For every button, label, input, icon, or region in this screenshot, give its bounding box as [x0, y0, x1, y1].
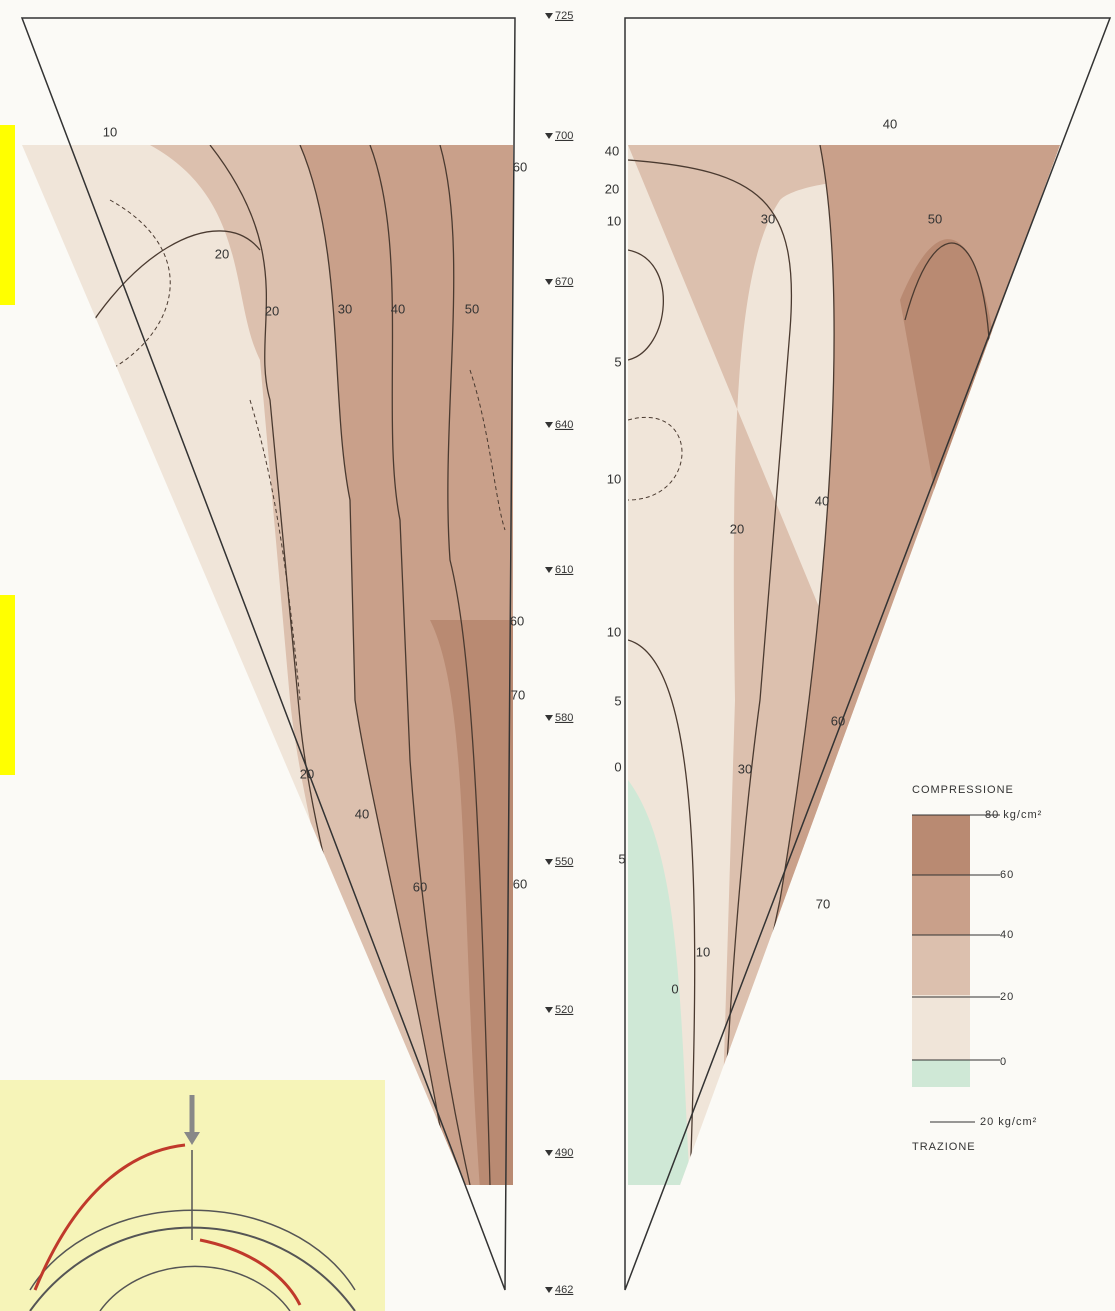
contour-label: 10	[607, 471, 621, 486]
legend-tension: TRAZIONE	[912, 1141, 976, 1153]
contour-label: 5	[614, 693, 621, 708]
legend-level: 20	[1000, 991, 1014, 1003]
contour-label: 20	[300, 766, 314, 781]
elevations: 725 700 670 640 610 580 550 520 490 462	[545, 10, 573, 1296]
contour-label: 20	[605, 181, 619, 196]
elevation-label: 670	[555, 276, 573, 288]
inset	[0, 1080, 385, 1311]
marker	[0, 595, 15, 775]
contour-label: 0	[614, 759, 621, 774]
right-fill	[620, 140, 1070, 1190]
contour-label: 10	[696, 944, 710, 959]
contour-label: 30	[738, 761, 752, 776]
legend-level: 80 kg/cm²	[985, 809, 1042, 821]
contour-label: 60	[510, 613, 524, 628]
elevation-mark	[545, 715, 553, 721]
legend-title: COMPRESSIONE	[912, 784, 1014, 796]
contour-label: 60	[513, 159, 527, 174]
diagram: 725700670640610580550520490462 10 20 20 …	[0, 0, 1115, 1311]
marker	[0, 125, 15, 305]
legend-level: 60	[1000, 869, 1014, 881]
contour-label: 40	[391, 301, 405, 316]
elevation-mark	[545, 133, 553, 139]
elevation-label: 640	[555, 419, 573, 431]
elevation-mark	[545, 1150, 553, 1156]
contour-label: 10	[607, 624, 621, 639]
elevation-mark	[545, 1287, 553, 1293]
contour-label: 20	[730, 521, 744, 536]
contour-label: 50	[465, 301, 479, 316]
elevation-label: 610	[555, 564, 573, 576]
legend-level: 0	[1000, 1056, 1007, 1068]
contour-label: 20	[265, 303, 279, 318]
elevation-label: 462	[555, 1284, 573, 1296]
elevation-mark	[545, 1007, 553, 1013]
elevation-label: 725	[555, 10, 573, 22]
elevation-label: 550	[555, 856, 573, 868]
contour-label: 40	[605, 143, 619, 158]
contour-label: 60	[831, 713, 845, 728]
contour-label: 0	[671, 981, 678, 996]
contour-label: 10	[103, 124, 117, 139]
contour-label: 40	[883, 116, 897, 131]
contour-label: 30	[338, 301, 352, 316]
contour-label: 40	[815, 493, 829, 508]
legend-level: 40	[1000, 929, 1014, 941]
contour-label: 20	[215, 246, 229, 261]
contour-label: 50	[928, 211, 942, 226]
left-fill	[0, 140, 520, 1190]
elevation-label: 520	[555, 1004, 573, 1016]
contour-label: 5	[618, 851, 625, 866]
contour-label: 60	[413, 879, 427, 894]
legend-scale: 20 kg/cm²	[980, 1116, 1037, 1128]
elevation-mark	[545, 422, 553, 428]
contour-label: 10	[607, 213, 621, 228]
contour-label: 40	[355, 806, 369, 821]
legend: COMPRESSIONE 80 kg/cm² 60 40 20 0 20 kg/…	[912, 784, 1042, 1153]
elevation-mark	[545, 279, 553, 285]
elevation-mark	[545, 13, 553, 19]
elevation-label: 490	[555, 1147, 573, 1159]
contour-label: 60	[513, 876, 527, 891]
contour-label: 70	[511, 687, 525, 702]
elevation-label: 580	[555, 712, 573, 724]
elevation-mark	[545, 567, 553, 573]
contour-label: 5	[614, 354, 621, 369]
contour-label: 30	[761, 211, 775, 226]
elevation-label: 700	[555, 130, 573, 142]
elevation-mark	[545, 859, 553, 865]
contour-label: 70	[816, 896, 830, 911]
